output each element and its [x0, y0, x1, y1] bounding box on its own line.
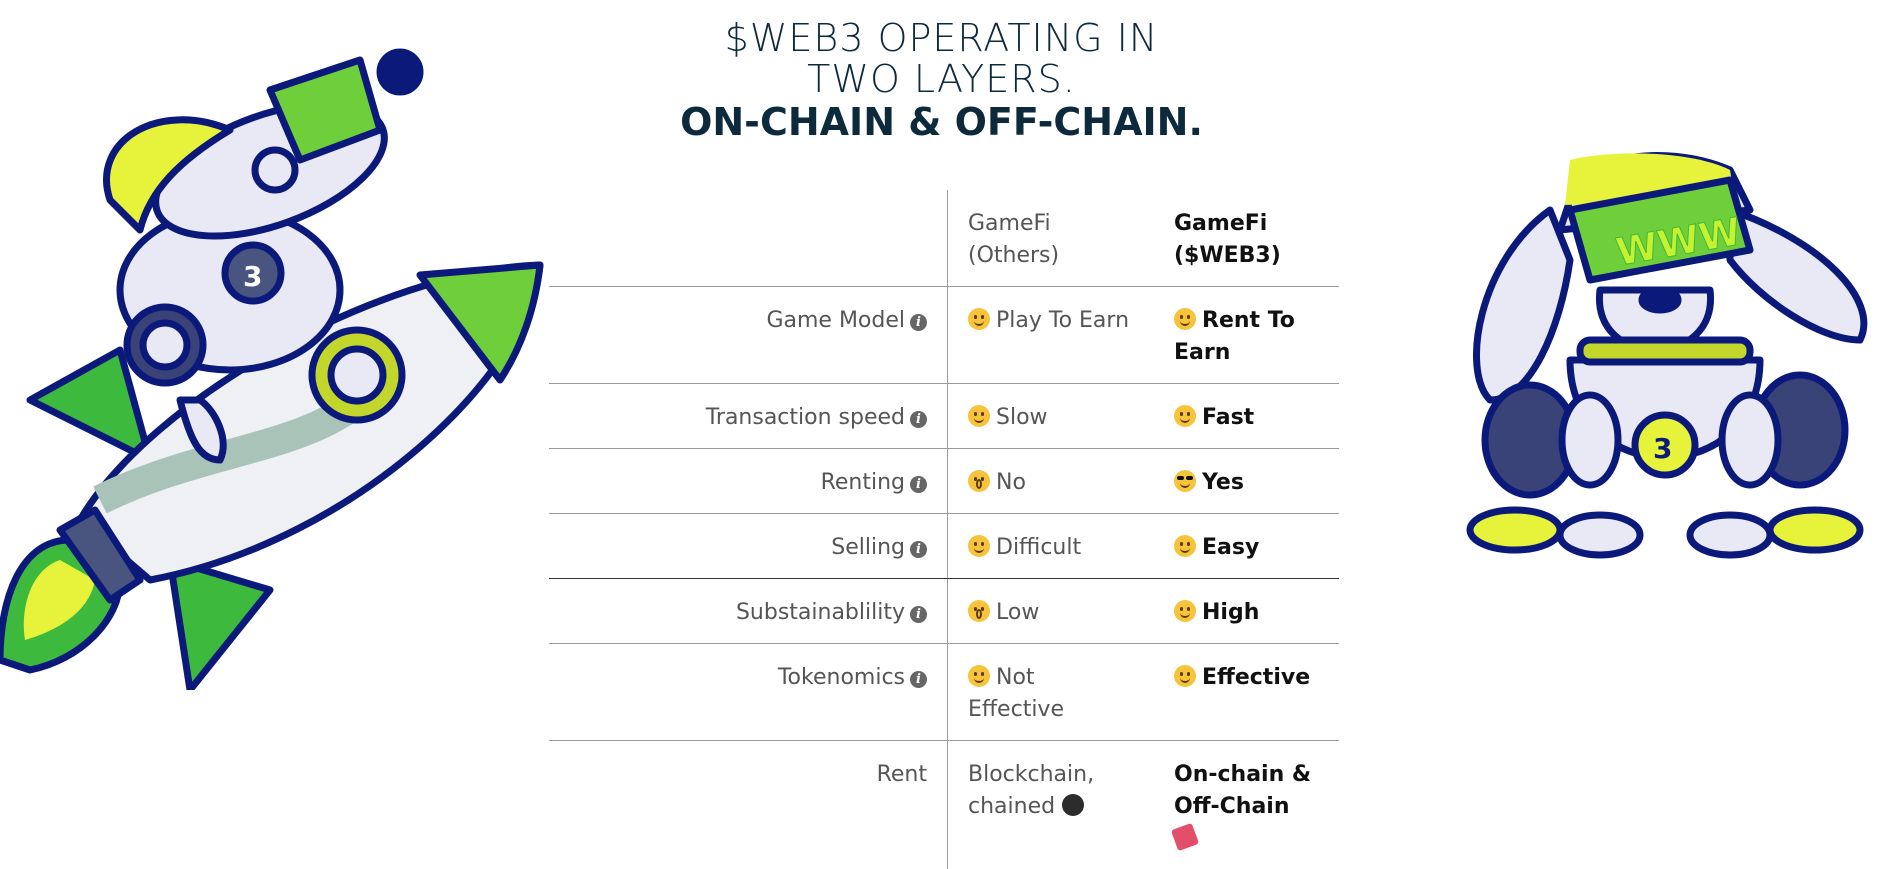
- web3-cell: Effective: [1154, 644, 1339, 741]
- tired-face-icon: [968, 535, 990, 557]
- comparison-table: GameFi (Others) GameFi ($WEB3) Game Mode…: [549, 190, 1339, 869]
- row-label: Game Model i: [549, 287, 948, 384]
- smiling-face-icon: [1174, 535, 1196, 557]
- others-cell: Blockchain, chained: [948, 741, 1155, 869]
- header-blank-cell: [549, 190, 948, 287]
- web3-cell: Fast: [1154, 384, 1339, 449]
- bomb-icon: [1062, 794, 1084, 816]
- info-icon[interactable]: i: [910, 541, 927, 558]
- info-icon[interactable]: i: [910, 314, 927, 331]
- sitting-dog-illustration: WWW 3: [1460, 140, 1880, 580]
- row-label: Tokenomics i: [549, 644, 948, 741]
- table-header-row: GameFi (Others) GameFi ($WEB3): [549, 190, 1339, 287]
- monocle-face-icon: [968, 665, 990, 687]
- table-row: Substainablility i Low High: [549, 579, 1339, 644]
- table-row: Rent Blockchain, chained On-chain & Off-…: [549, 741, 1339, 869]
- row-label: Substainablility i: [549, 579, 948, 644]
- astonished-face-icon: [968, 470, 990, 492]
- row-label-text: Substainablility: [736, 600, 905, 625]
- others-value: Slow: [996, 405, 1048, 430]
- partying-face-icon: [1174, 665, 1196, 687]
- web3-cell: High: [1154, 579, 1339, 644]
- web3-cell: Easy: [1154, 514, 1339, 579]
- web3-value: On-chain & Off-Chain: [1174, 762, 1311, 819]
- sleeping-face-icon: [968, 405, 990, 427]
- party-popper-icon: [1171, 823, 1199, 851]
- row-label: Renting i: [549, 449, 948, 514]
- row-label-text: Selling: [831, 535, 905, 560]
- svg-text:3: 3: [1653, 432, 1672, 465]
- others-cell: Not Effective: [948, 644, 1155, 741]
- others-cell: Low: [948, 579, 1155, 644]
- others-value: Play To Earn: [996, 308, 1129, 333]
- flushed-face-icon: [968, 600, 990, 622]
- column-header-web3-text: GameFi ($WEB3): [1174, 211, 1281, 268]
- info-icon[interactable]: i: [910, 411, 927, 428]
- row-label-text: Renting: [821, 470, 905, 495]
- row-label-text: Transaction speed: [706, 405, 905, 430]
- others-value: Difficult: [996, 535, 1081, 560]
- info-icon[interactable]: i: [910, 671, 927, 688]
- web3-cell: Rent To Earn: [1154, 287, 1339, 384]
- kissing-face-icon: [1174, 600, 1196, 622]
- table-row: Tokenomics i Not Effective Effective: [549, 644, 1339, 741]
- web3-value: Effective: [1202, 665, 1310, 690]
- row-label-text: Rent: [877, 762, 927, 787]
- row-label-text: Game Model: [766, 308, 905, 333]
- others-cell: Slow: [948, 384, 1155, 449]
- info-icon[interactable]: i: [910, 476, 927, 493]
- table-row: Transaction speed i Slow Fast: [549, 384, 1339, 449]
- web3-value: Fast: [1202, 405, 1254, 430]
- others-cell: No: [948, 449, 1155, 514]
- grinning-face-icon: [1174, 308, 1196, 330]
- svg-text:3: 3: [243, 260, 262, 293]
- table-row: Selling i Difficult Easy: [549, 514, 1339, 579]
- row-label-text: Tokenomics: [778, 665, 905, 690]
- others-cell: Difficult: [948, 514, 1155, 579]
- row-label: Transaction speed i: [549, 384, 948, 449]
- sunglasses-face-icon: [1174, 470, 1196, 492]
- web3-cell: Yes: [1154, 449, 1339, 514]
- table-row: Renting i No Yes: [549, 449, 1339, 514]
- table-row: Game Model i Play To Earn Rent To Earn: [549, 287, 1339, 384]
- web3-value: Yes: [1202, 470, 1244, 495]
- others-value: No: [996, 470, 1026, 495]
- winking-face-icon: [1174, 405, 1196, 427]
- web3-cell: On-chain & Off-Chain: [1154, 741, 1339, 869]
- others-cell: Play To Earn: [948, 287, 1155, 384]
- row-label: Selling i: [549, 514, 948, 579]
- pensive-face-icon: [968, 308, 990, 330]
- web3-value: High: [1202, 600, 1259, 625]
- column-header-web3: GameFi ($WEB3): [1154, 190, 1339, 287]
- others-value: Low: [996, 600, 1039, 625]
- row-label: Rent: [549, 741, 948, 869]
- column-header-others: GameFi (Others): [948, 190, 1155, 287]
- info-icon[interactable]: i: [910, 606, 927, 623]
- web3-value: Easy: [1202, 535, 1259, 560]
- dog-rocket-illustration: 3: [0, 20, 560, 690]
